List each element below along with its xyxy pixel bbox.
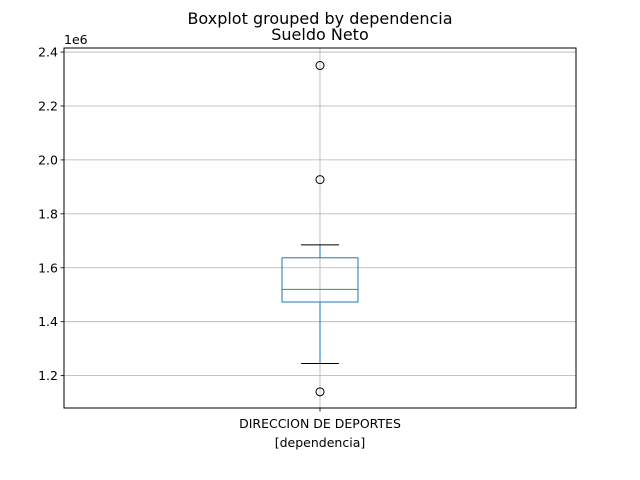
chart-title: Sueldo Neto: [271, 25, 369, 44]
y-tick-label: 2.2: [38, 98, 58, 113]
y-axis: 1.2 1.4 1.6 1.8 2.0 2.2 2.4: [38, 45, 64, 383]
outlier-point: [315, 387, 325, 397]
y-offset-label: 1e6: [64, 32, 88, 47]
iqr-box: [281, 257, 359, 303]
y-tick-label: 1.2: [38, 368, 58, 383]
x-axis-label: [dependencia]: [275, 435, 365, 450]
outlier-point: [315, 61, 325, 71]
y-tick-label: 1.6: [38, 260, 58, 275]
x-tick-label: DIRECCION DE DEPORTES: [239, 416, 401, 431]
y-tick-label: 2.4: [38, 45, 58, 60]
y-tick-label: 2.0: [38, 152, 58, 167]
outlier-point: [315, 175, 325, 185]
x-axis: DIRECCION DE DEPORTES: [239, 408, 401, 431]
y-tick-label: 1.4: [38, 314, 58, 329]
chart-suptitle: Boxplot grouped by dependencia: [187, 9, 452, 28]
box-marks: [281, 61, 359, 397]
y-tick-label: 1.8: [38, 206, 58, 221]
